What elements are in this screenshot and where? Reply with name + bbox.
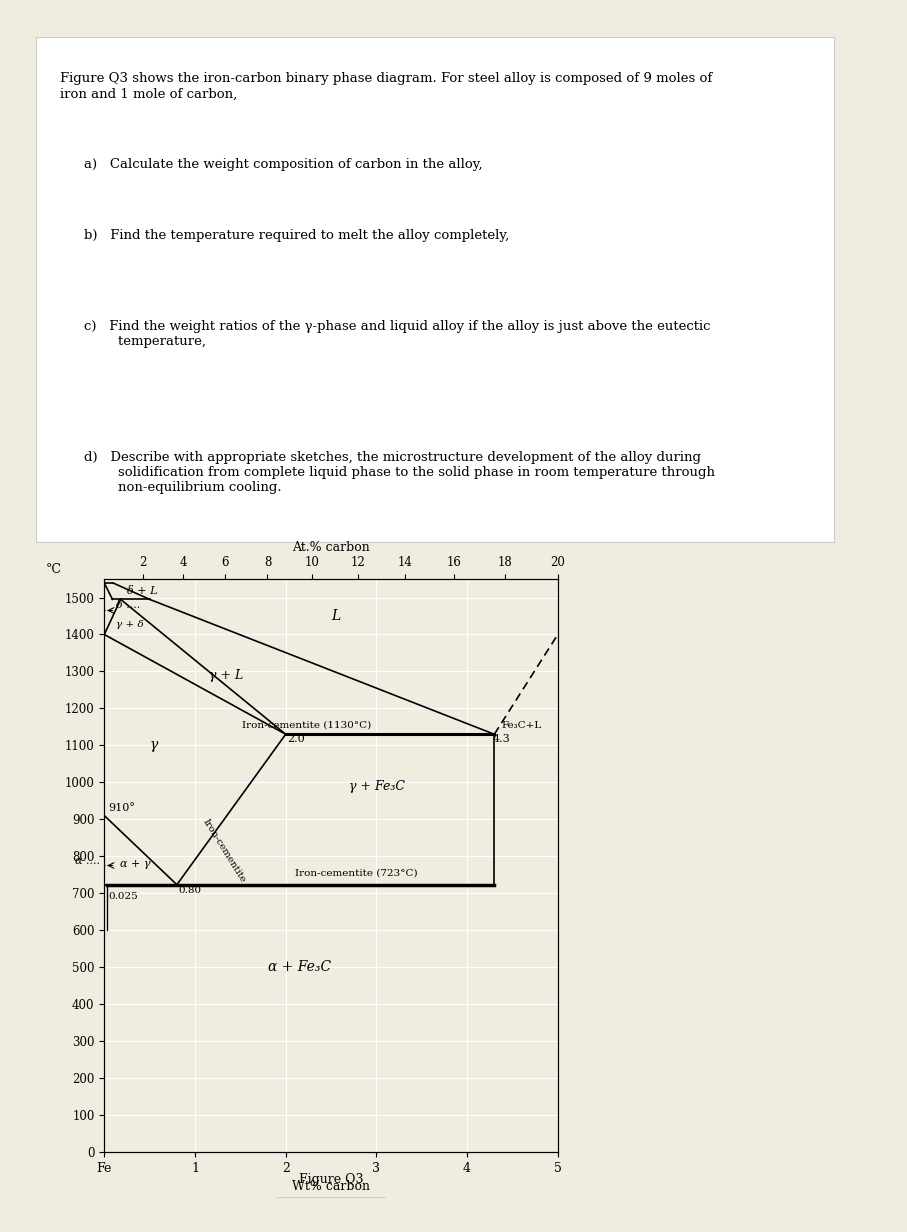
Text: d)   Describe with appropriate sketches, the microstructure development of the a: d) Describe with appropriate sketches, t… [84,451,716,494]
Text: γ + δ: γ + δ [116,620,144,630]
Text: Iron-cementite (723°C): Iron-cementite (723°C) [295,869,417,877]
Text: Figure Q3: Figure Q3 [298,1173,364,1185]
X-axis label: At.% carbon: At.% carbon [292,541,370,553]
Text: Fe₃C+L: Fe₃C+L [502,721,541,729]
Text: α ....: α .... [74,856,100,866]
Text: a)   Calculate the weight composition of carbon in the alloy,: a) Calculate the weight composition of c… [84,158,483,171]
Text: γ: γ [150,738,158,752]
Text: 0.025: 0.025 [108,892,138,902]
Text: Figure Q3 shows the iron-carbon binary phase diagram. For steel alloy is compose: Figure Q3 shows the iron-carbon binary p… [60,73,713,100]
Text: L: L [331,609,340,622]
Text: Iron-cementite: Iron-cementite [200,817,247,885]
X-axis label: Wt% carbon: Wt% carbon [292,1180,370,1194]
Text: 0.80: 0.80 [179,886,201,896]
Text: δ + L: δ + L [127,586,158,596]
Text: γ + L: γ + L [209,669,243,681]
Text: 2.0: 2.0 [288,734,306,744]
Text: 910°: 910° [108,803,135,813]
Text: c)   Find the weight ratios of the γ-phase and liquid alloy if the alloy is just: c) Find the weight ratios of the γ-phase… [84,320,711,347]
Text: α + Fe₃C: α + Fe₃C [268,960,331,973]
Text: δ ....: δ .... [116,600,141,610]
Text: Iron-cementite (1130°C): Iron-cementite (1130°C) [242,721,372,729]
Text: b)   Find the temperature required to melt the alloy completely,: b) Find the temperature required to melt… [84,229,510,241]
Text: γ + Fe₃C: γ + Fe₃C [349,780,405,792]
Text: 4.3: 4.3 [493,734,511,744]
Text: α + γ: α + γ [120,859,151,869]
Text: °C: °C [45,563,62,577]
